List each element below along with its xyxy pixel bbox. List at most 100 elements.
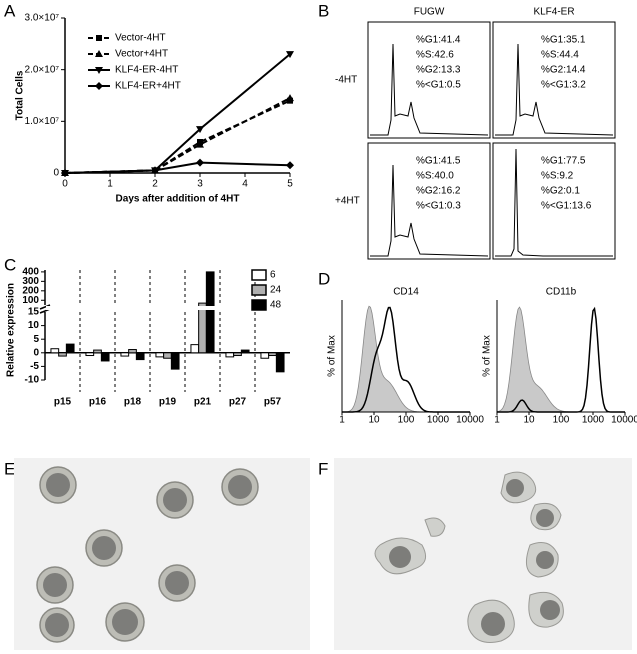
y-tick-label: 400 [22, 267, 39, 278]
legend-swatch [251, 269, 267, 281]
bar [163, 352, 172, 359]
chart-title: CD14 [393, 287, 419, 298]
control-histogram [496, 306, 625, 413]
x-tick-label: p16 [89, 397, 107, 408]
x-axis-label: Days after addition of 4HT [116, 194, 240, 205]
x-tick-label: 1000 [582, 415, 605, 426]
y-tick-label: 1.0×10⁷ [25, 116, 60, 127]
bar [275, 352, 285, 373]
data-point [196, 126, 204, 134]
series-line [64, 161, 291, 174]
histogram-frame [492, 142, 616, 260]
legend-label: KLF4-ER-4HT [115, 65, 178, 76]
legend-swatch [251, 299, 267, 311]
y-axis-label: Relative expression [6, 283, 17, 377]
x-tick-label: p57 [264, 397, 282, 408]
bar [205, 271, 215, 354]
x-tick-label: p21 [194, 397, 212, 408]
histogram-frame [367, 142, 491, 260]
histogram-curve [495, 148, 613, 257]
y-axis-label: Total Cells [15, 70, 26, 120]
histogram-curve [370, 43, 489, 136]
legend-swatch [251, 284, 267, 296]
x-tick-label: 10000 [611, 415, 637, 426]
cell-cycle-stat: %<G1:0.5 [416, 80, 461, 91]
y-tick-label: 200 [22, 285, 39, 296]
bar [65, 343, 75, 354]
cell-cycle-stat: %G2:16.2 [416, 186, 461, 197]
cell-cycle-stat: %<G1:3.2 [541, 80, 586, 91]
legend-label: Vector+4HT [115, 49, 168, 60]
series-line [64, 99, 291, 174]
x-tick-label: 1 [107, 179, 113, 190]
legend-marker [95, 67, 103, 74]
y-tick-label: 5 [33, 334, 39, 345]
histogram-frame [492, 21, 616, 139]
cell-cycle-stat: %G2:13.3 [416, 65, 461, 76]
x-tick-label: 0 [62, 179, 68, 190]
legend-marker [95, 50, 103, 57]
column-header: KLF4-ER [533, 7, 574, 18]
x-tick-label: p27 [229, 397, 247, 408]
cell-cycle-stat: %<G1:13.6 [541, 201, 592, 212]
bar [198, 302, 207, 354]
data-point [286, 94, 294, 102]
y-tick-label: 0 [33, 347, 39, 358]
panel-label: E [4, 459, 15, 478]
y-tick-label: 10 [28, 320, 40, 331]
x-tick-label: 100 [553, 415, 570, 426]
legend-label: Vector-4HT [115, 33, 166, 44]
cell-cycle-stat: %G2:0.1 [541, 186, 580, 197]
chart-title: CD11b [546, 287, 577, 298]
panel-label: B [318, 1, 329, 20]
x-tick-label: 5 [287, 179, 293, 190]
x-tick-label: p18 [124, 397, 142, 408]
bar [93, 349, 102, 354]
x-tick-label: 100 [398, 415, 415, 426]
cell-cycle-stat: %<G1:0.3 [416, 201, 461, 212]
column-header: FUGW [414, 7, 445, 18]
x-tick-label: p19 [159, 397, 177, 408]
bar [233, 352, 242, 357]
data-point [286, 51, 294, 59]
panel-label: A [4, 1, 16, 20]
panel-label: C [4, 255, 16, 274]
y-axis-label: % of Max [482, 335, 493, 377]
x-tick-label: 10000 [456, 415, 484, 426]
cell-cycle-stat: %G1:77.5 [541, 156, 586, 167]
panel-label: D [318, 269, 330, 288]
bar [225, 352, 235, 358]
y-tick-label: -10 [25, 375, 40, 386]
legend-label: KLF4-ER+4HT [115, 81, 181, 92]
panel-label: F [318, 459, 328, 478]
legend-label: 24 [270, 285, 282, 296]
cell-cycle-stat: %G1:41.5 [416, 156, 461, 167]
legend-marker [95, 82, 103, 90]
bar [268, 352, 277, 357]
cell-cycle-stat: %S:9.2 [541, 171, 574, 182]
x-tick-label: p15 [54, 397, 72, 408]
data-point [61, 169, 69, 177]
cell-cycle-stat: %G1:35.1 [541, 35, 586, 46]
x-tick-label: 10 [368, 415, 380, 426]
micrograph [334, 458, 632, 650]
bar [100, 352, 110, 362]
legend-label: 6 [270, 270, 276, 281]
histogram-curve [495, 43, 614, 136]
histogram-curve [370, 164, 489, 257]
data-point [286, 161, 294, 170]
bar [50, 348, 60, 354]
y-axis-label: % of Max [327, 335, 338, 377]
histogram-frame [367, 21, 491, 139]
bar [58, 352, 67, 357]
data-point [196, 158, 204, 167]
y-tick-label: 2.0×10⁷ [25, 64, 60, 75]
cell-cycle-stat: %S:42.6 [416, 50, 454, 61]
x-tick-label: 2 [152, 179, 158, 190]
legend-label: 48 [270, 300, 282, 311]
bar [128, 349, 137, 354]
bar [170, 352, 180, 370]
x-tick-label: 1000 [427, 415, 450, 426]
data-point [151, 166, 159, 175]
break-gap [46, 306, 291, 310]
